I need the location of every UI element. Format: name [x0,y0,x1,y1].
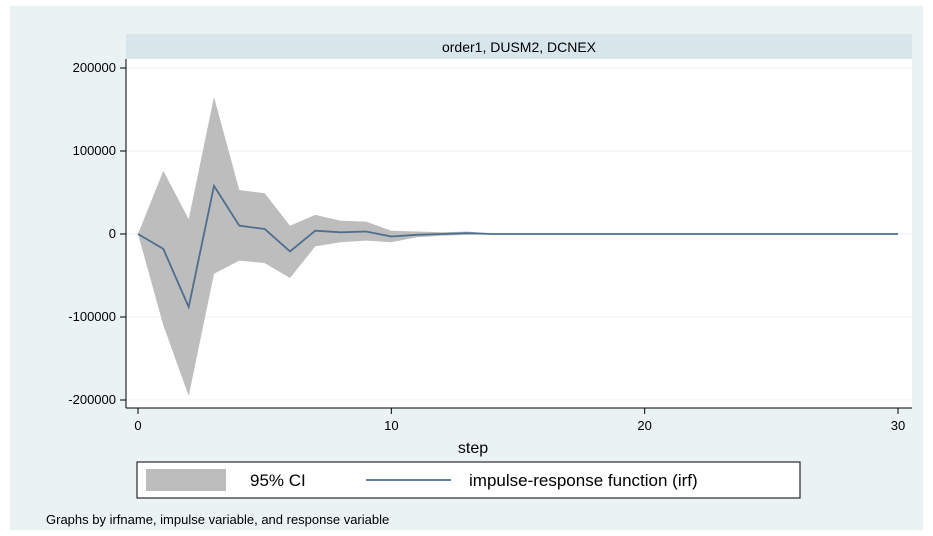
ci-band [138,97,898,396]
graph-region: order1, DUSM2, DCNEX -200000 -100000 0 1000… [10,6,923,530]
panel-header [126,34,912,59]
y-tick-label: 0 [109,226,116,241]
y-tick-label: 100000 [73,143,116,158]
irf-line [137,183,898,310]
graph-note: Graphs by irfname, impulse variable, and… [46,512,390,527]
x-tick-label: 0 [134,418,141,433]
y-axis-ticks: -200000 -100000 0 100000 200000 [68,60,126,407]
legend-box [136,461,801,499]
x-axis-ticks: 0 10 20 30 [134,408,905,433]
y-tick-label: -200000 [68,392,116,407]
irf-chart: order1, DUSM2, DCNEX -200000-10000001000… [68,34,912,499]
legend-ci-swatch [146,469,226,491]
x-axis-title: step [458,440,488,457]
panel-title: order1, DUSM2, DCNEX [442,39,597,55]
legend-irf-label: impulse-response function (irf) [469,471,698,490]
legend-ci-label: 95% CI [250,471,306,490]
y-tick-label: 200000 [73,60,116,75]
x-tick-label: 30 [891,418,905,433]
x-tick-label: 20 [637,418,651,433]
y-tick-label: -100000 [68,309,116,324]
legend: 95% CI impulse-response function (irf) [136,461,801,499]
x-tick-label: 10 [384,418,398,433]
